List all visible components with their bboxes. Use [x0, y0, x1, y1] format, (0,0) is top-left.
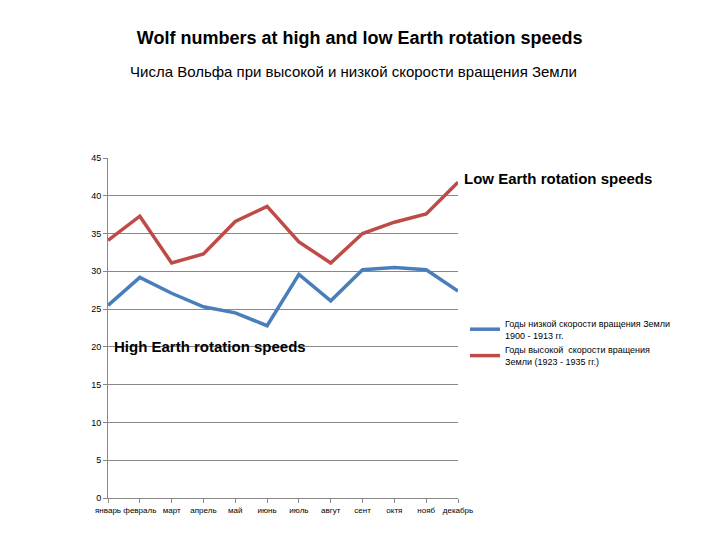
svg-text:High Earth rotation speeds: High Earth rotation speeds: [114, 338, 306, 355]
svg-text:Wolf numbers at high and low E: Wolf numbers at high and low Earth rotat…: [137, 28, 583, 48]
svg-text:Числа Вольфа при высокой и низ: Числа Вольфа при высокой и низкой скорос…: [130, 63, 577, 80]
svg-text:июнь: июнь: [258, 506, 277, 515]
svg-text:нояб: нояб: [417, 506, 435, 515]
svg-text:5: 5: [96, 455, 101, 465]
svg-text:май: май: [228, 506, 242, 515]
svg-text:0: 0: [96, 493, 101, 503]
svg-text:Годы высокой скорости вращени: Годы высокой скорости вращенияЗемли (192…: [505, 345, 650, 367]
svg-text:декабрь: декабрь: [443, 506, 473, 515]
svg-text:Low Earth rotation speeds: Low Earth rotation speeds: [464, 170, 652, 187]
svg-text:июль: июль: [289, 506, 308, 515]
svg-text:октя: октя: [386, 506, 402, 515]
svg-text:авгут: авгут: [321, 506, 341, 515]
svg-text:сент: сент: [354, 506, 371, 515]
svg-text:10: 10: [91, 418, 101, 428]
svg-text:45: 45: [91, 153, 101, 163]
svg-text:февраль: февраль: [123, 506, 156, 515]
svg-text:январь: январь: [95, 506, 121, 515]
svg-text:30: 30: [91, 266, 101, 276]
svg-text:20: 20: [91, 342, 101, 352]
svg-text:Годы низкой скорости вращения: Годы низкой скорости вращения Земли1900 …: [505, 319, 670, 341]
svg-text:март: март: [163, 506, 181, 515]
svg-text:35: 35: [91, 229, 101, 239]
svg-text:15: 15: [91, 380, 101, 390]
svg-text:апрель: апрель: [190, 506, 216, 515]
svg-text:40: 40: [91, 191, 101, 201]
svg-text:25: 25: [91, 304, 101, 314]
